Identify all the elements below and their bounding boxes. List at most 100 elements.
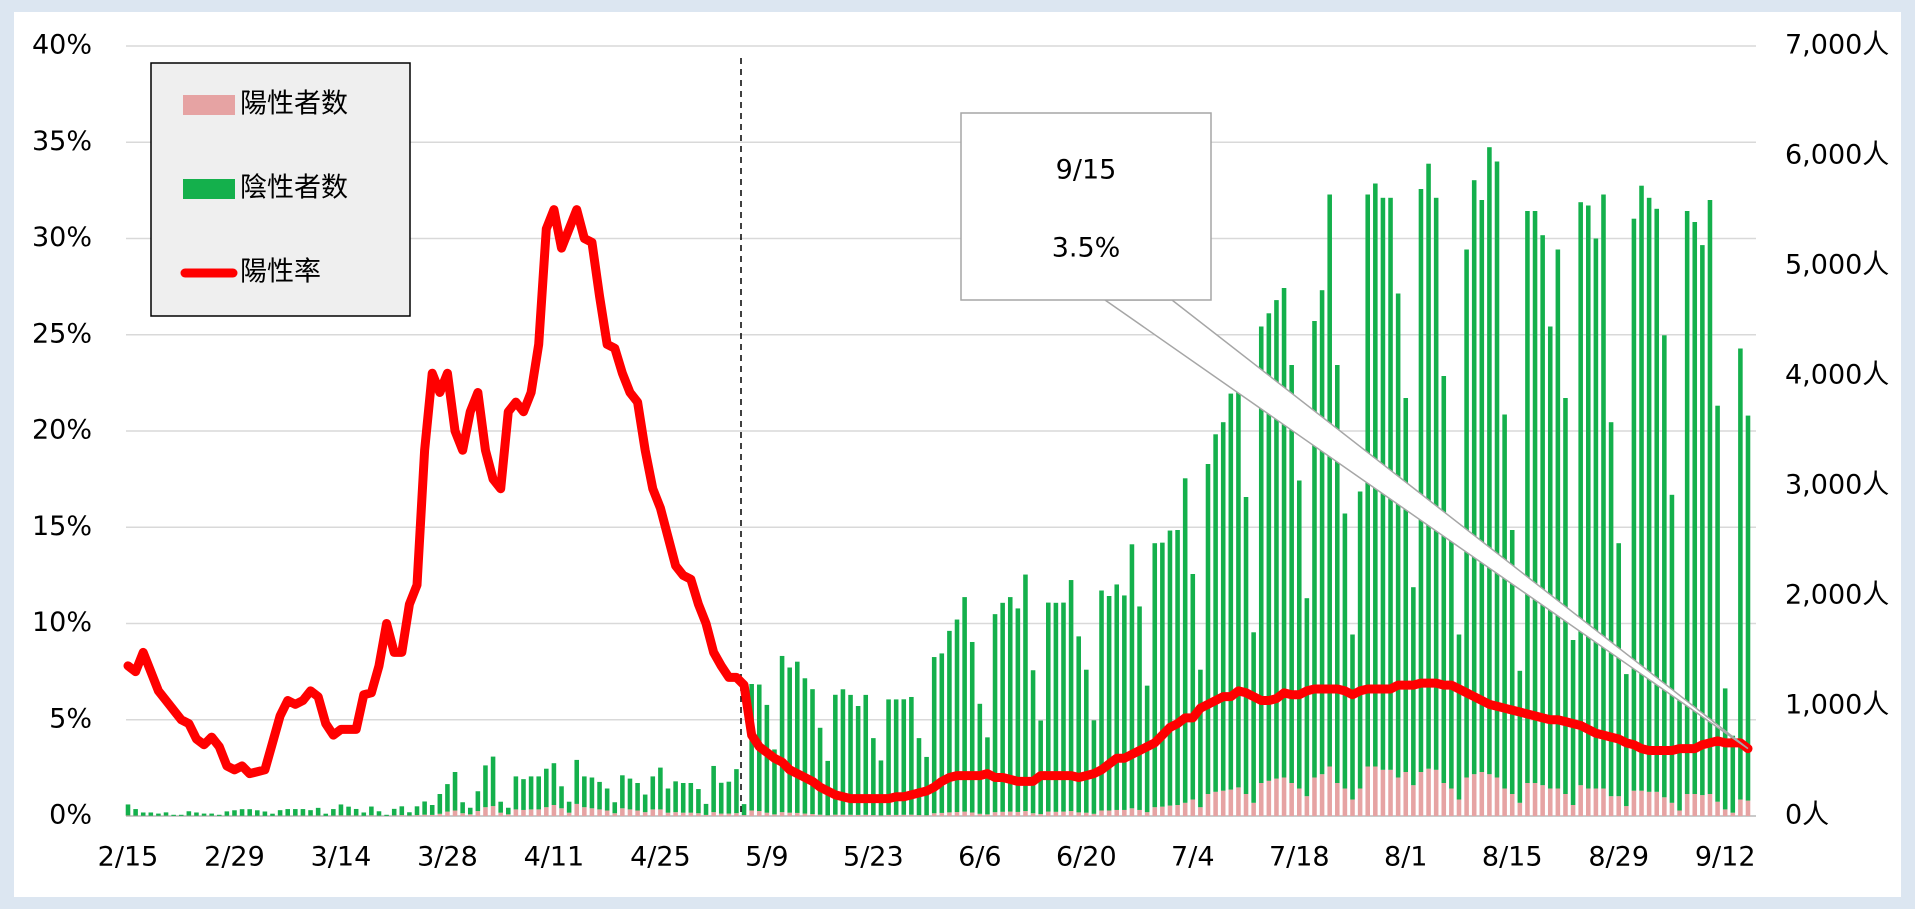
x-tick-label: 2/15 — [98, 842, 159, 873]
bar — [992, 812, 998, 816]
bar — [1449, 524, 1454, 789]
bar — [772, 814, 777, 816]
bar — [1327, 194, 1332, 767]
bar — [460, 813, 465, 816]
bar — [1365, 766, 1370, 816]
bar — [612, 802, 618, 814]
bar — [1205, 464, 1211, 794]
y2-tick-label: 2,000人 — [1785, 580, 1889, 611]
bar — [954, 619, 960, 813]
bar — [1669, 494, 1675, 803]
bar — [224, 811, 230, 816]
bar — [1076, 636, 1081, 813]
bar — [688, 783, 694, 813]
bar — [1487, 147, 1492, 775]
bar — [1129, 808, 1135, 816]
bar — [1114, 809, 1120, 816]
bar — [620, 775, 625, 809]
bar — [300, 809, 306, 816]
bar — [1570, 805, 1576, 816]
bar — [764, 704, 770, 813]
bar — [810, 689, 815, 815]
bar — [1114, 584, 1120, 810]
bar — [239, 809, 245, 816]
bar — [962, 811, 967, 816]
bar — [909, 696, 914, 815]
bar — [718, 782, 724, 814]
bar — [566, 812, 572, 816]
bar — [1738, 348, 1743, 800]
bar — [1350, 634, 1355, 800]
bar — [1046, 602, 1051, 812]
bar — [544, 768, 549, 808]
bar — [848, 814, 853, 816]
bar — [1441, 376, 1447, 783]
bar — [209, 813, 214, 816]
bar — [1601, 194, 1606, 789]
bar — [536, 809, 541, 816]
bar — [1312, 777, 1317, 816]
bar — [863, 694, 869, 815]
bar — [1342, 788, 1348, 816]
bar — [1380, 769, 1386, 816]
bar — [1631, 218, 1637, 791]
bar — [779, 655, 785, 813]
bar — [1228, 789, 1234, 816]
bar — [863, 814, 869, 816]
bar — [148, 812, 154, 816]
callout: 9/15 3.5% — [960, 112, 1749, 750]
bar — [1449, 788, 1454, 816]
bar — [1479, 200, 1485, 772]
bar — [1624, 806, 1629, 816]
bar — [1745, 415, 1751, 801]
bar — [1471, 180, 1477, 775]
bar — [1319, 290, 1325, 775]
bar — [308, 810, 313, 816]
bar — [262, 811, 268, 816]
bar — [171, 814, 176, 816]
x-tick-label: 4/11 — [524, 842, 585, 873]
bar — [817, 814, 823, 816]
line — [123, 205, 1753, 804]
bar — [871, 815, 876, 816]
x-tick-label: 3/14 — [311, 842, 372, 873]
bar — [125, 815, 131, 816]
bar — [1509, 794, 1515, 816]
bar — [741, 815, 747, 816]
bar — [749, 810, 754, 816]
bar — [1319, 774, 1325, 816]
bar — [741, 804, 747, 816]
bar — [749, 684, 754, 811]
bar — [756, 811, 762, 816]
bar — [422, 814, 427, 816]
bar — [1692, 794, 1698, 816]
bar — [1274, 300, 1279, 779]
bar — [604, 810, 610, 816]
bar — [1502, 414, 1507, 789]
bar — [551, 805, 557, 816]
bar — [1677, 700, 1682, 811]
bar — [566, 801, 572, 813]
bar — [1715, 405, 1720, 802]
bar — [1464, 777, 1469, 816]
bar — [673, 781, 678, 813]
bar — [315, 807, 321, 816]
y-tick-label: 10% — [32, 607, 92, 638]
bar — [1357, 788, 1363, 816]
bar — [1175, 530, 1180, 805]
bar — [992, 614, 998, 813]
bar — [1106, 810, 1112, 816]
bar — [1388, 769, 1393, 816]
bar — [293, 809, 298, 816]
bar — [840, 814, 846, 816]
bar — [338, 815, 344, 816]
bar — [1662, 797, 1667, 816]
bar — [1730, 735, 1736, 813]
bar — [901, 814, 907, 816]
bar — [962, 597, 967, 812]
bar — [1509, 530, 1515, 794]
bar — [985, 814, 990, 816]
bar — [1304, 796, 1310, 816]
bar — [703, 814, 709, 816]
